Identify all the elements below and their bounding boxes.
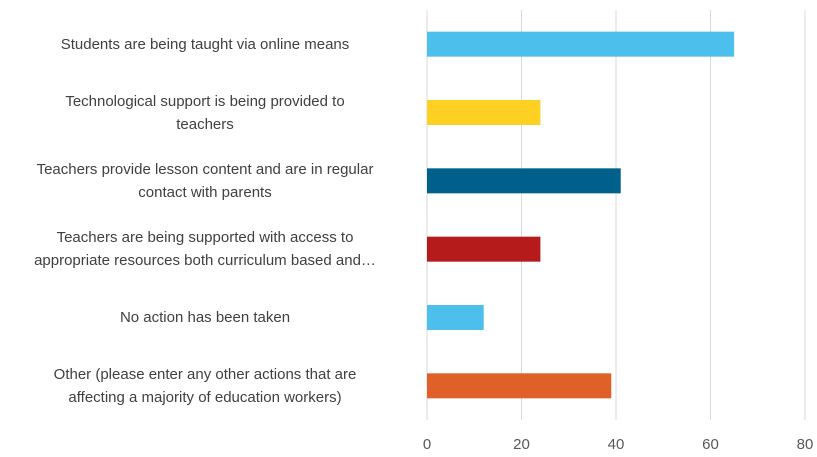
category-label-other: Other (please enter any other actions th… xyxy=(53,365,357,406)
category-label-resources: Teachers are being supported with access… xyxy=(34,229,376,270)
x-tick-label: 60 xyxy=(702,436,719,453)
x-tick-label: 40 xyxy=(608,436,625,453)
bar-4 xyxy=(427,236,541,262)
category-label-tech-support: Technological support is being provided … xyxy=(65,92,345,133)
gridlines xyxy=(426,10,806,420)
x-tick-label: 80 xyxy=(797,436,814,453)
category-label-online-teaching: Students are being taught via online mea… xyxy=(60,35,350,53)
bar-3 xyxy=(427,168,621,194)
bars xyxy=(427,31,735,399)
bar-6 xyxy=(427,373,612,399)
x-tick-label: 0 xyxy=(423,436,431,453)
x-tick-label: 20 xyxy=(513,436,530,453)
bar-2 xyxy=(427,100,541,125)
x-axis-ticks: 0 20 40 60 80 xyxy=(423,436,814,453)
bar-1 xyxy=(427,31,735,57)
bar-5 xyxy=(427,305,484,330)
category-label-no-action: No action has been taken xyxy=(119,309,291,326)
category-label-lesson-content: Teachers provide lesson content and are … xyxy=(36,160,374,201)
